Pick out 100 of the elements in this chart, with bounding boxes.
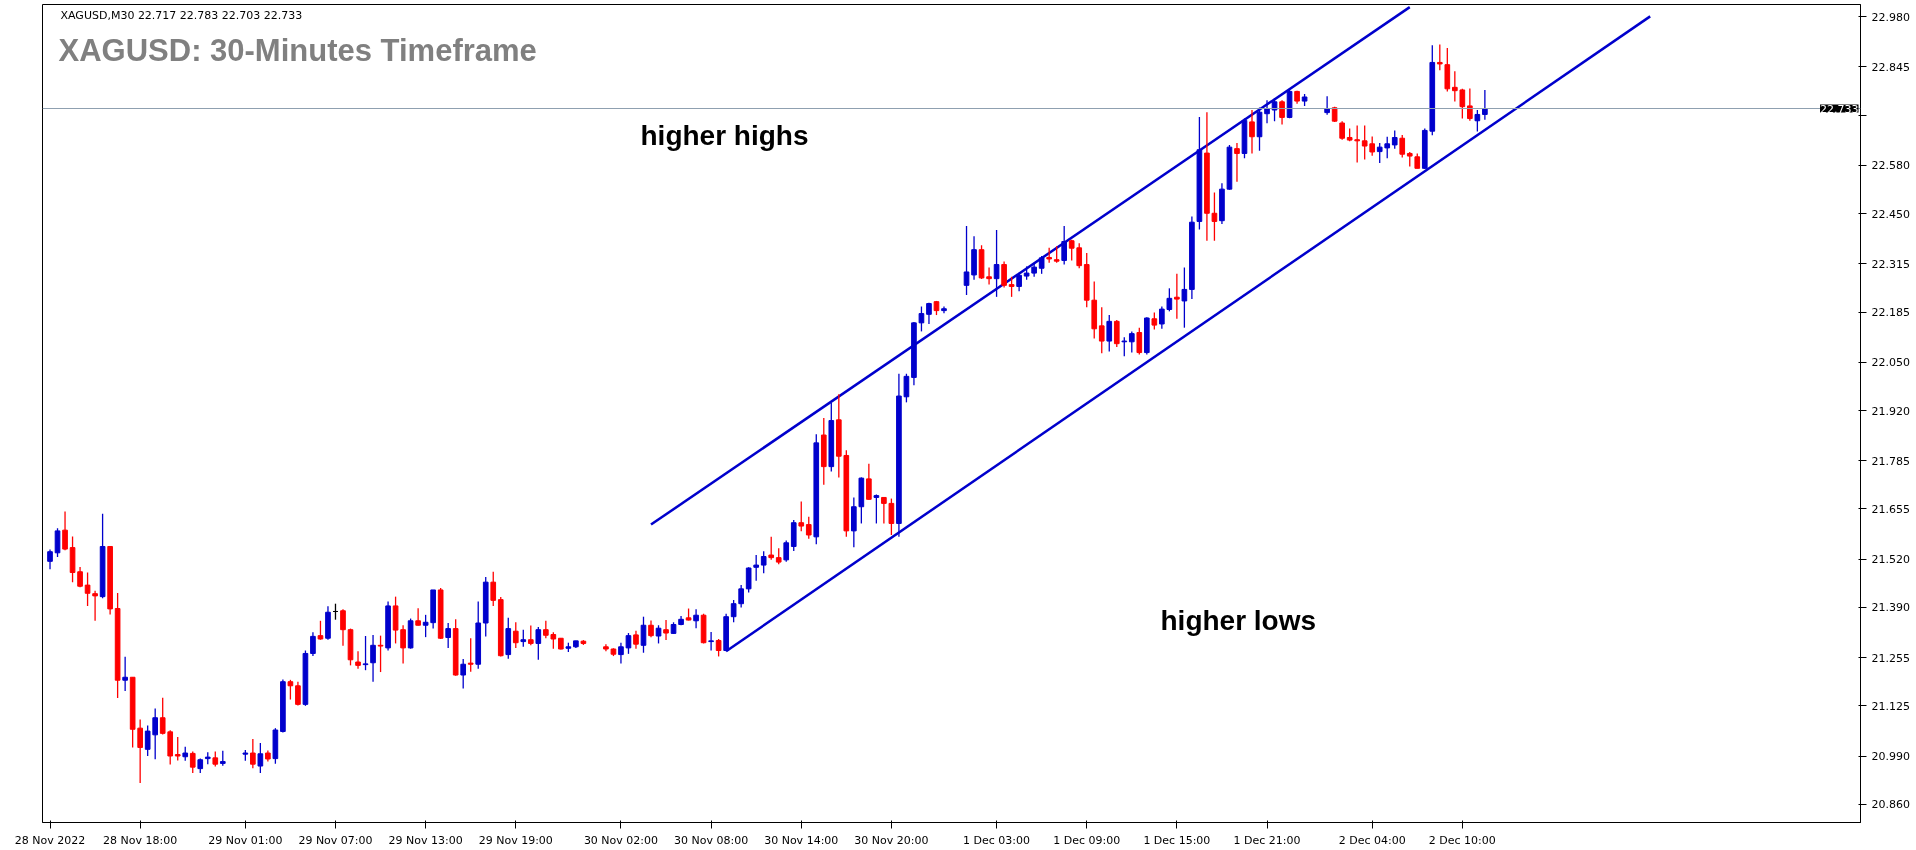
candlestick [467,637,474,673]
candlestick [805,516,812,540]
candlestick [1249,109,1255,155]
candlestick [1061,225,1068,266]
candlestick [790,519,797,552]
candlestick [708,631,714,652]
candlestick [317,620,324,641]
candlestick [377,635,384,673]
candlestick [1482,89,1488,121]
y-tick-label: 22.450 [1871,207,1910,221]
candlestick [1391,129,1398,150]
candlestick [512,621,519,649]
candlestick [62,510,68,551]
candlestick [1474,109,1481,133]
candlestick [1121,336,1128,357]
candlestick [47,548,53,570]
y-tick-label: 21.920 [1871,404,1910,418]
candlestick [655,624,662,645]
candlestick [1136,327,1143,356]
annotation: higher highs [640,120,809,151]
candlestick [1174,273,1180,320]
candlestick [527,624,534,646]
y-tick-label: 20.990 [1871,750,1910,764]
candlestick [753,554,760,582]
y-tick-label: 22.315 [1871,257,1910,271]
candlestick [1279,99,1285,126]
candlestick [340,608,346,647]
x-tick-label: 29 Nov 19:00 [478,833,553,847]
x-tick-label: 1 Dec 03:00 [963,833,1031,847]
annotation: higher lows [1160,605,1317,636]
y-tick-label: 21.785 [1871,454,1910,468]
candlestick [54,527,61,558]
candlestick [189,750,196,774]
y-tick-label: 22.185 [1871,306,1910,320]
candlestick [84,571,91,607]
y-tick-label: 21.125 [1871,699,1910,713]
candlestick [873,493,880,525]
candlestick [250,738,256,769]
candlestick [663,619,669,641]
y-tick-label: 22.050 [1871,356,1910,370]
candlestick [993,229,1000,298]
x-tick-label: 29 Nov 01:00 [208,833,283,847]
candlestick [768,536,775,561]
candlestick [1113,319,1120,348]
x-tick-label: 30 Nov 08:00 [674,833,749,847]
x-tick-label: 28 Nov 2022 [14,833,86,847]
x-tick-label: 2 Dec 04:00 [1338,833,1406,847]
candlestick [783,539,790,563]
y-tick-label: 22.845 [1871,60,1910,74]
candlestick [1399,134,1406,159]
candlestick [1128,330,1135,354]
candlestick [745,566,752,594]
candlestick [535,626,542,661]
y-tick-label: 21.390 [1871,601,1910,615]
x-tick-label: 30 Nov 20:00 [854,833,929,847]
candlestick [370,634,376,683]
candlestick [1271,97,1278,122]
x-tick-label: 30 Nov 02:00 [583,833,659,847]
candlestick [460,658,467,690]
x-tick-label: 2 Dec 10:00 [1428,833,1496,847]
y-tick-label: 22.980 [1871,10,1910,24]
candlestick [310,631,316,657]
y-tick-label: 21.255 [1871,651,1910,665]
candlestick [1106,314,1113,353]
y-tick-label: 20.860 [1871,798,1910,812]
candlestick [693,608,699,629]
candlestick [760,550,767,574]
candlestick [1001,260,1007,289]
annotation: XAGUSD,M30 22.717 22.783 22.703 22.733 [60,8,303,22]
candlestick [415,607,421,627]
y-tick-label: 21.655 [1871,502,1910,516]
ref-line-label: 22.733 [1820,102,1859,116]
x-tick-label: 28 Nov 18:00 [103,833,178,847]
candlestick [866,463,872,501]
candlestick [730,599,737,623]
text: XAGUSD: 30-Minutes Timeframe [58,32,537,68]
candlestick [445,622,451,649]
x-tick-label: 29 Nov 13:00 [388,833,463,847]
candlestick [1181,266,1188,329]
candlestick [490,571,497,607]
y-tick-label: 22.580 [1871,159,1910,173]
x-tick-label: 29 Nov 07:00 [298,833,373,847]
x-tick-label: 30 Nov 14:00 [764,833,839,847]
candlestick [1008,276,1015,298]
candlestick [738,584,744,609]
candlestick [92,590,98,622]
x-tick-label: 1 Dec 09:00 [1053,833,1121,847]
candlestick [1436,43,1443,71]
candlestick [1076,242,1083,269]
candlestick [1098,306,1105,354]
candlestick [355,650,361,670]
candlestick [287,679,294,701]
x-tick-label: 1 Dec 15:00 [1143,833,1211,847]
candlestick [798,500,805,532]
candlestick [174,736,181,762]
candlestick [1234,142,1240,183]
y-tick-label: 21.520 [1871,553,1910,567]
candlestick [1339,120,1345,141]
candlestick [122,656,128,692]
candlestick [257,742,264,774]
